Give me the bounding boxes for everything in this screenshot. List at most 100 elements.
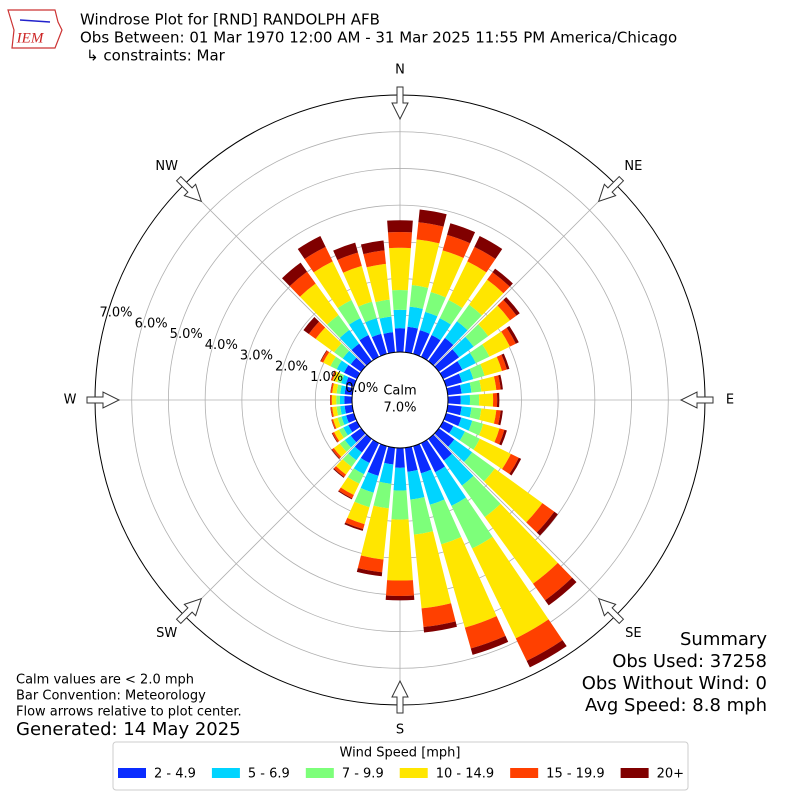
arrow-shape	[175, 175, 203, 203]
bar-segment	[315, 327, 342, 353]
bar-segment	[384, 446, 396, 465]
bar-segment	[332, 371, 341, 383]
arrow-shape	[597, 175, 625, 203]
bar-segment	[452, 336, 474, 358]
summary-line: Summary	[680, 629, 767, 650]
legend-label: 5 - 6.9	[248, 767, 290, 782]
bar-segment	[469, 407, 482, 420]
legend-label: 15 - 19.9	[546, 767, 604, 782]
bar-segment	[344, 435, 357, 448]
bar-segment	[339, 329, 360, 350]
note: Calm values are < 2.0 mph	[16, 673, 194, 688]
bar-segment	[331, 370, 337, 381]
bar-segment	[320, 350, 328, 362]
bar-segment	[345, 517, 365, 530]
bar-segment	[341, 375, 349, 385]
bar-segment	[336, 360, 349, 373]
bar-segment	[338, 490, 353, 500]
compass-label: SW	[156, 626, 177, 641]
bar-segment	[484, 503, 558, 584]
bar-segment	[411, 239, 440, 288]
bar-segment	[457, 352, 476, 370]
bar-segment	[447, 395, 461, 405]
bar-segment	[443, 373, 463, 387]
bar-segment	[416, 222, 444, 244]
bar-segment	[420, 335, 441, 361]
bar-segment	[410, 497, 433, 535]
bar-segment	[456, 304, 482, 331]
bar-segment	[407, 306, 423, 329]
bar-segment	[420, 439, 446, 473]
bar-segment	[389, 247, 411, 291]
flow-arrow	[86, 391, 121, 409]
r-tick-label: 4.0%	[205, 338, 238, 353]
bar-segment	[474, 235, 503, 260]
bar-segment	[299, 283, 339, 325]
bar-segment	[337, 252, 362, 273]
bar-segment	[360, 505, 389, 560]
bar-segment	[330, 395, 332, 405]
r-tick-label: 0.0%	[345, 381, 378, 396]
bar-segment	[441, 536, 497, 628]
bar-segment	[339, 395, 345, 405]
bar-segment	[330, 370, 335, 381]
bar-segment	[443, 453, 474, 486]
bar-segment	[461, 475, 501, 518]
bar-segment	[420, 469, 445, 505]
bar-segment	[463, 452, 495, 482]
bar-segment	[329, 394, 331, 406]
bar-segment	[363, 250, 386, 268]
bar-segment	[360, 439, 380, 463]
bar-segment	[342, 350, 357, 365]
bar-segment	[344, 396, 353, 404]
flow-arrow	[391, 86, 409, 121]
bar-segment	[501, 353, 510, 370]
bar-segment	[340, 405, 346, 415]
spoke	[433, 433, 616, 616]
flow-arrow	[175, 175, 203, 203]
r-tick-label: 5.0%	[170, 327, 203, 342]
calm-label: Calm	[383, 384, 416, 399]
logo-text: IEM	[16, 30, 45, 46]
compass-label: NE	[624, 159, 642, 174]
bar-segment	[331, 447, 342, 459]
bar-segment	[333, 242, 358, 260]
bar-segment	[395, 447, 405, 468]
bar-segment	[434, 349, 460, 372]
bar-segment	[330, 383, 334, 393]
bar-segment	[347, 501, 370, 525]
bar-segment	[379, 316, 393, 334]
bar-segment	[460, 382, 472, 394]
bar-segment	[343, 365, 361, 380]
bar-segment	[470, 635, 509, 655]
bar-segment	[469, 380, 482, 393]
bar-segment	[484, 468, 543, 523]
legend-label: 20+	[657, 767, 684, 782]
compass-label: S	[396, 723, 404, 738]
bar-segment	[346, 413, 357, 423]
bar-segment	[393, 467, 407, 491]
bar-segment	[358, 301, 377, 323]
bar-segment	[501, 327, 516, 347]
bar-segment	[375, 299, 392, 319]
bar-segment	[413, 330, 430, 357]
bar-segment	[419, 311, 438, 334]
bar-segment	[492, 268, 513, 287]
bar-segment	[331, 395, 337, 405]
summary-line: Avg Speed: 8.8 mph	[585, 695, 767, 716]
arrow-shape	[391, 86, 409, 121]
bar-segment	[482, 331, 510, 357]
bar-segment	[333, 417, 341, 429]
bar-segment	[509, 457, 522, 476]
bar-segment	[460, 394, 471, 406]
flow-arrow	[391, 679, 409, 714]
r-tick-label: 7.0%	[99, 306, 132, 321]
bar-segment	[503, 297, 520, 316]
bar-segment	[498, 374, 503, 390]
bar-segment	[331, 432, 338, 443]
bar-segment	[448, 439, 473, 463]
bar-segment	[469, 344, 490, 364]
bar-segment	[460, 406, 472, 418]
bar-segment	[367, 443, 387, 476]
bar-segment	[447, 223, 476, 244]
